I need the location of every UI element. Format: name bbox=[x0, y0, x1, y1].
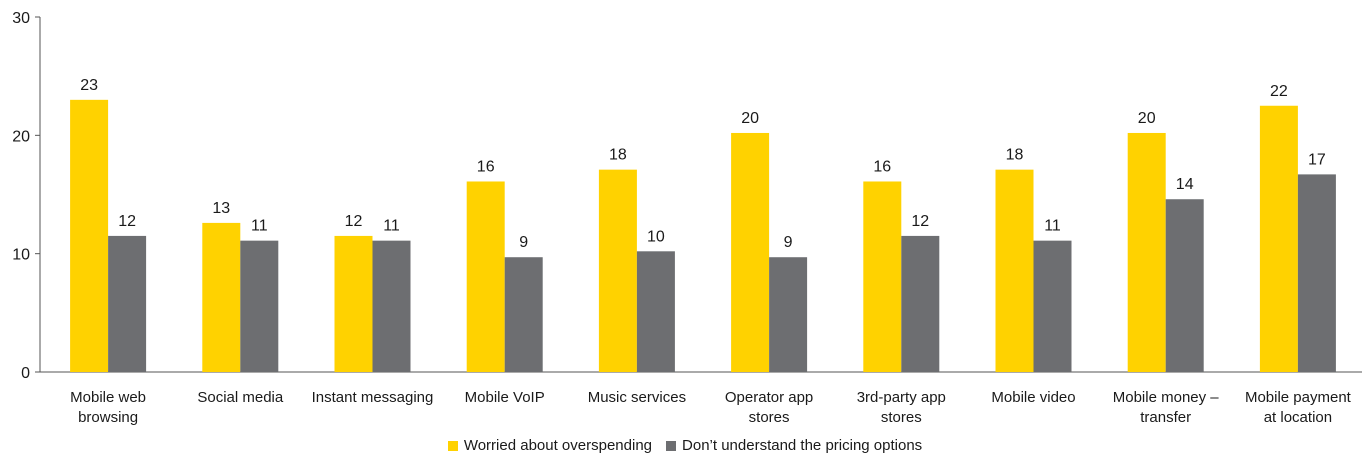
category-label: Mobile video bbox=[991, 389, 1075, 406]
bar-overspending bbox=[334, 235, 373, 372]
category-label: browsing bbox=[78, 409, 138, 426]
category-label: Mobile money – bbox=[1113, 389, 1220, 406]
y-tick-label: 10 bbox=[12, 247, 30, 264]
legend-label-pricing: Don’t understand the pricing options bbox=[682, 437, 923, 454]
category-label: Social media bbox=[197, 389, 284, 406]
category-label: transfer bbox=[1140, 409, 1191, 426]
data-label: 20 bbox=[1138, 110, 1156, 127]
category-label: Mobile payment bbox=[1245, 389, 1352, 406]
data-label: 9 bbox=[784, 234, 793, 251]
category-label: stores bbox=[881, 409, 922, 426]
category-label: Instant messaging bbox=[312, 389, 434, 406]
bar-pricing bbox=[901, 235, 940, 372]
legend-item-overspending: Worried about overspending bbox=[447, 437, 653, 454]
bar-pricing bbox=[372, 240, 411, 372]
bar-pricing bbox=[636, 251, 675, 372]
bar-overspending bbox=[995, 169, 1034, 372]
data-label: 13 bbox=[212, 200, 230, 217]
data-label: 11 bbox=[1044, 218, 1061, 235]
bar-overspending bbox=[1259, 105, 1298, 372]
data-label: 23 bbox=[80, 77, 98, 94]
y-tick-label: 20 bbox=[12, 128, 30, 145]
data-label: 10 bbox=[647, 228, 665, 245]
bar-overspending bbox=[863, 181, 902, 372]
bar-chart: 0 10 20 30 23 12 13 11 12 11 16 9 18 10 20 9 16 12 18 11 20… bbox=[12, 10, 1362, 426]
data-label: 17 bbox=[1308, 151, 1326, 168]
bar-pricing bbox=[1165, 199, 1204, 372]
y-tick-label: 0 bbox=[21, 365, 30, 382]
bar-pricing bbox=[108, 235, 147, 372]
data-label: 20 bbox=[741, 110, 759, 127]
legend-label-overspending: Worried about overspending bbox=[463, 437, 653, 454]
bar-pricing bbox=[504, 257, 543, 372]
data-label: 16 bbox=[477, 158, 495, 175]
bar-overspending bbox=[1127, 132, 1166, 372]
bar-pricing bbox=[240, 240, 279, 372]
y-tick-label: 30 bbox=[12, 10, 30, 27]
data-label: 22 bbox=[1270, 83, 1288, 100]
data-label: 11 bbox=[383, 218, 400, 235]
legend-swatch-overspending bbox=[447, 440, 458, 451]
data-label: 12 bbox=[911, 213, 929, 230]
category-label: stores bbox=[749, 409, 790, 426]
category-label: Operator app bbox=[725, 389, 813, 406]
data-label: 16 bbox=[873, 158, 891, 175]
bar-overspending bbox=[598, 169, 637, 372]
data-label: 14 bbox=[1176, 176, 1194, 193]
data-label: 12 bbox=[118, 213, 136, 230]
data-label: 9 bbox=[519, 234, 528, 251]
bar-pricing bbox=[1297, 174, 1336, 372]
data-label: 18 bbox=[609, 147, 627, 164]
data-label: 12 bbox=[345, 213, 363, 230]
category-labels: Mobile web browsing Social media Instant me… bbox=[70, 389, 1352, 426]
bar-overspending bbox=[202, 222, 241, 372]
legend-item-pricing: Don’t understand the pricing options bbox=[666, 437, 922, 454]
category-label: Music services bbox=[588, 389, 686, 406]
bars bbox=[70, 99, 1336, 372]
bar-overspending bbox=[70, 99, 109, 372]
bar-overspending bbox=[466, 181, 505, 372]
legend: Worried about overspending Don’t underst… bbox=[0, 437, 1370, 454]
category-label: 3rd-party app bbox=[857, 389, 946, 406]
legend-swatch-pricing bbox=[666, 440, 677, 451]
data-label: 18 bbox=[1006, 147, 1024, 164]
data-label: 11 bbox=[251, 218, 268, 235]
category-label: Mobile web bbox=[70, 389, 146, 406]
category-label: Mobile VoIP bbox=[465, 389, 545, 406]
data-labels: 23 12 13 11 12 11 16 9 18 10 20 9 16 12 18 11 20 14 22 17 bbox=[80, 77, 1326, 251]
category-label: at location bbox=[1264, 409, 1332, 426]
bar-pricing bbox=[769, 257, 808, 372]
bar-pricing bbox=[1033, 240, 1072, 372]
bar-overspending bbox=[731, 132, 770, 372]
